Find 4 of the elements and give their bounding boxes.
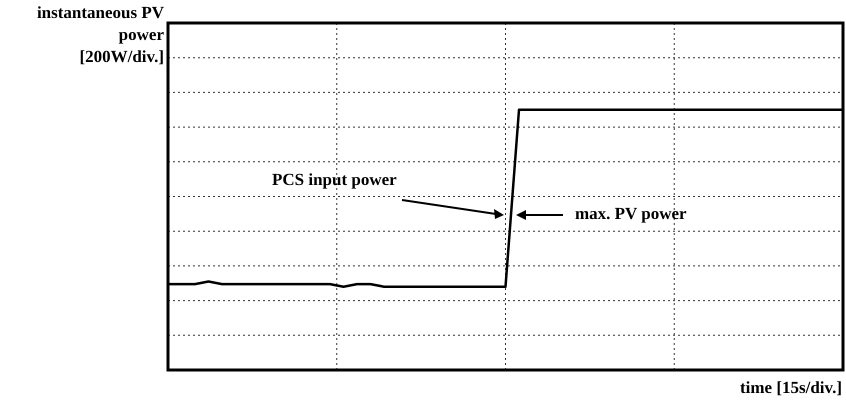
annotation: max. PV power (575, 204, 687, 224)
y-axis-title: instantaneous PV power [200W/div.] (36, 2, 164, 68)
annotation: PCS input power (272, 170, 397, 190)
x-axis-title: time [15s/div.] (740, 378, 842, 398)
